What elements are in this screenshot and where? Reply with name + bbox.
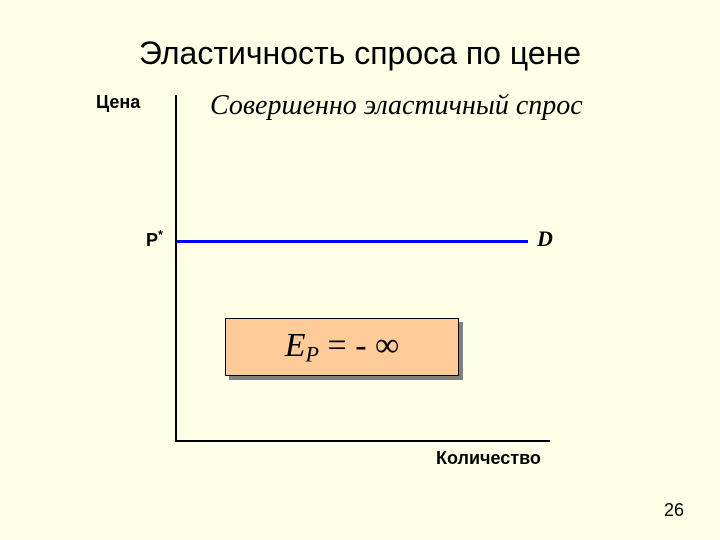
formula-infinity: ∞ bbox=[375, 327, 399, 364]
elasticity-formula-box: EP = - ∞ bbox=[225, 318, 459, 376]
y-axis-line bbox=[175, 95, 177, 442]
page-number: 26 bbox=[664, 500, 684, 521]
p-star-label: P* bbox=[146, 228, 163, 251]
x-axis-line bbox=[175, 440, 550, 442]
chart-subtitle: Совершенно эластичный спрос bbox=[210, 90, 583, 122]
y-axis-label: Цена bbox=[96, 92, 140, 113]
formula-text: EP = - ∞ bbox=[285, 327, 400, 368]
slide-root: Эластичность спроса по цене Цена Соверше… bbox=[0, 0, 720, 540]
demand-curve bbox=[177, 240, 528, 243]
x-axis-label: Количество bbox=[436, 448, 541, 469]
formula-eq: = - bbox=[319, 327, 375, 364]
p-star-sup: * bbox=[158, 228, 163, 242]
formula-E: E bbox=[285, 327, 306, 364]
slide-title: Эластичность спроса по цене bbox=[0, 34, 720, 72]
p-star-main: P bbox=[146, 230, 158, 250]
d-label: D bbox=[537, 226, 553, 252]
formula-sub-P: P bbox=[306, 341, 320, 366]
